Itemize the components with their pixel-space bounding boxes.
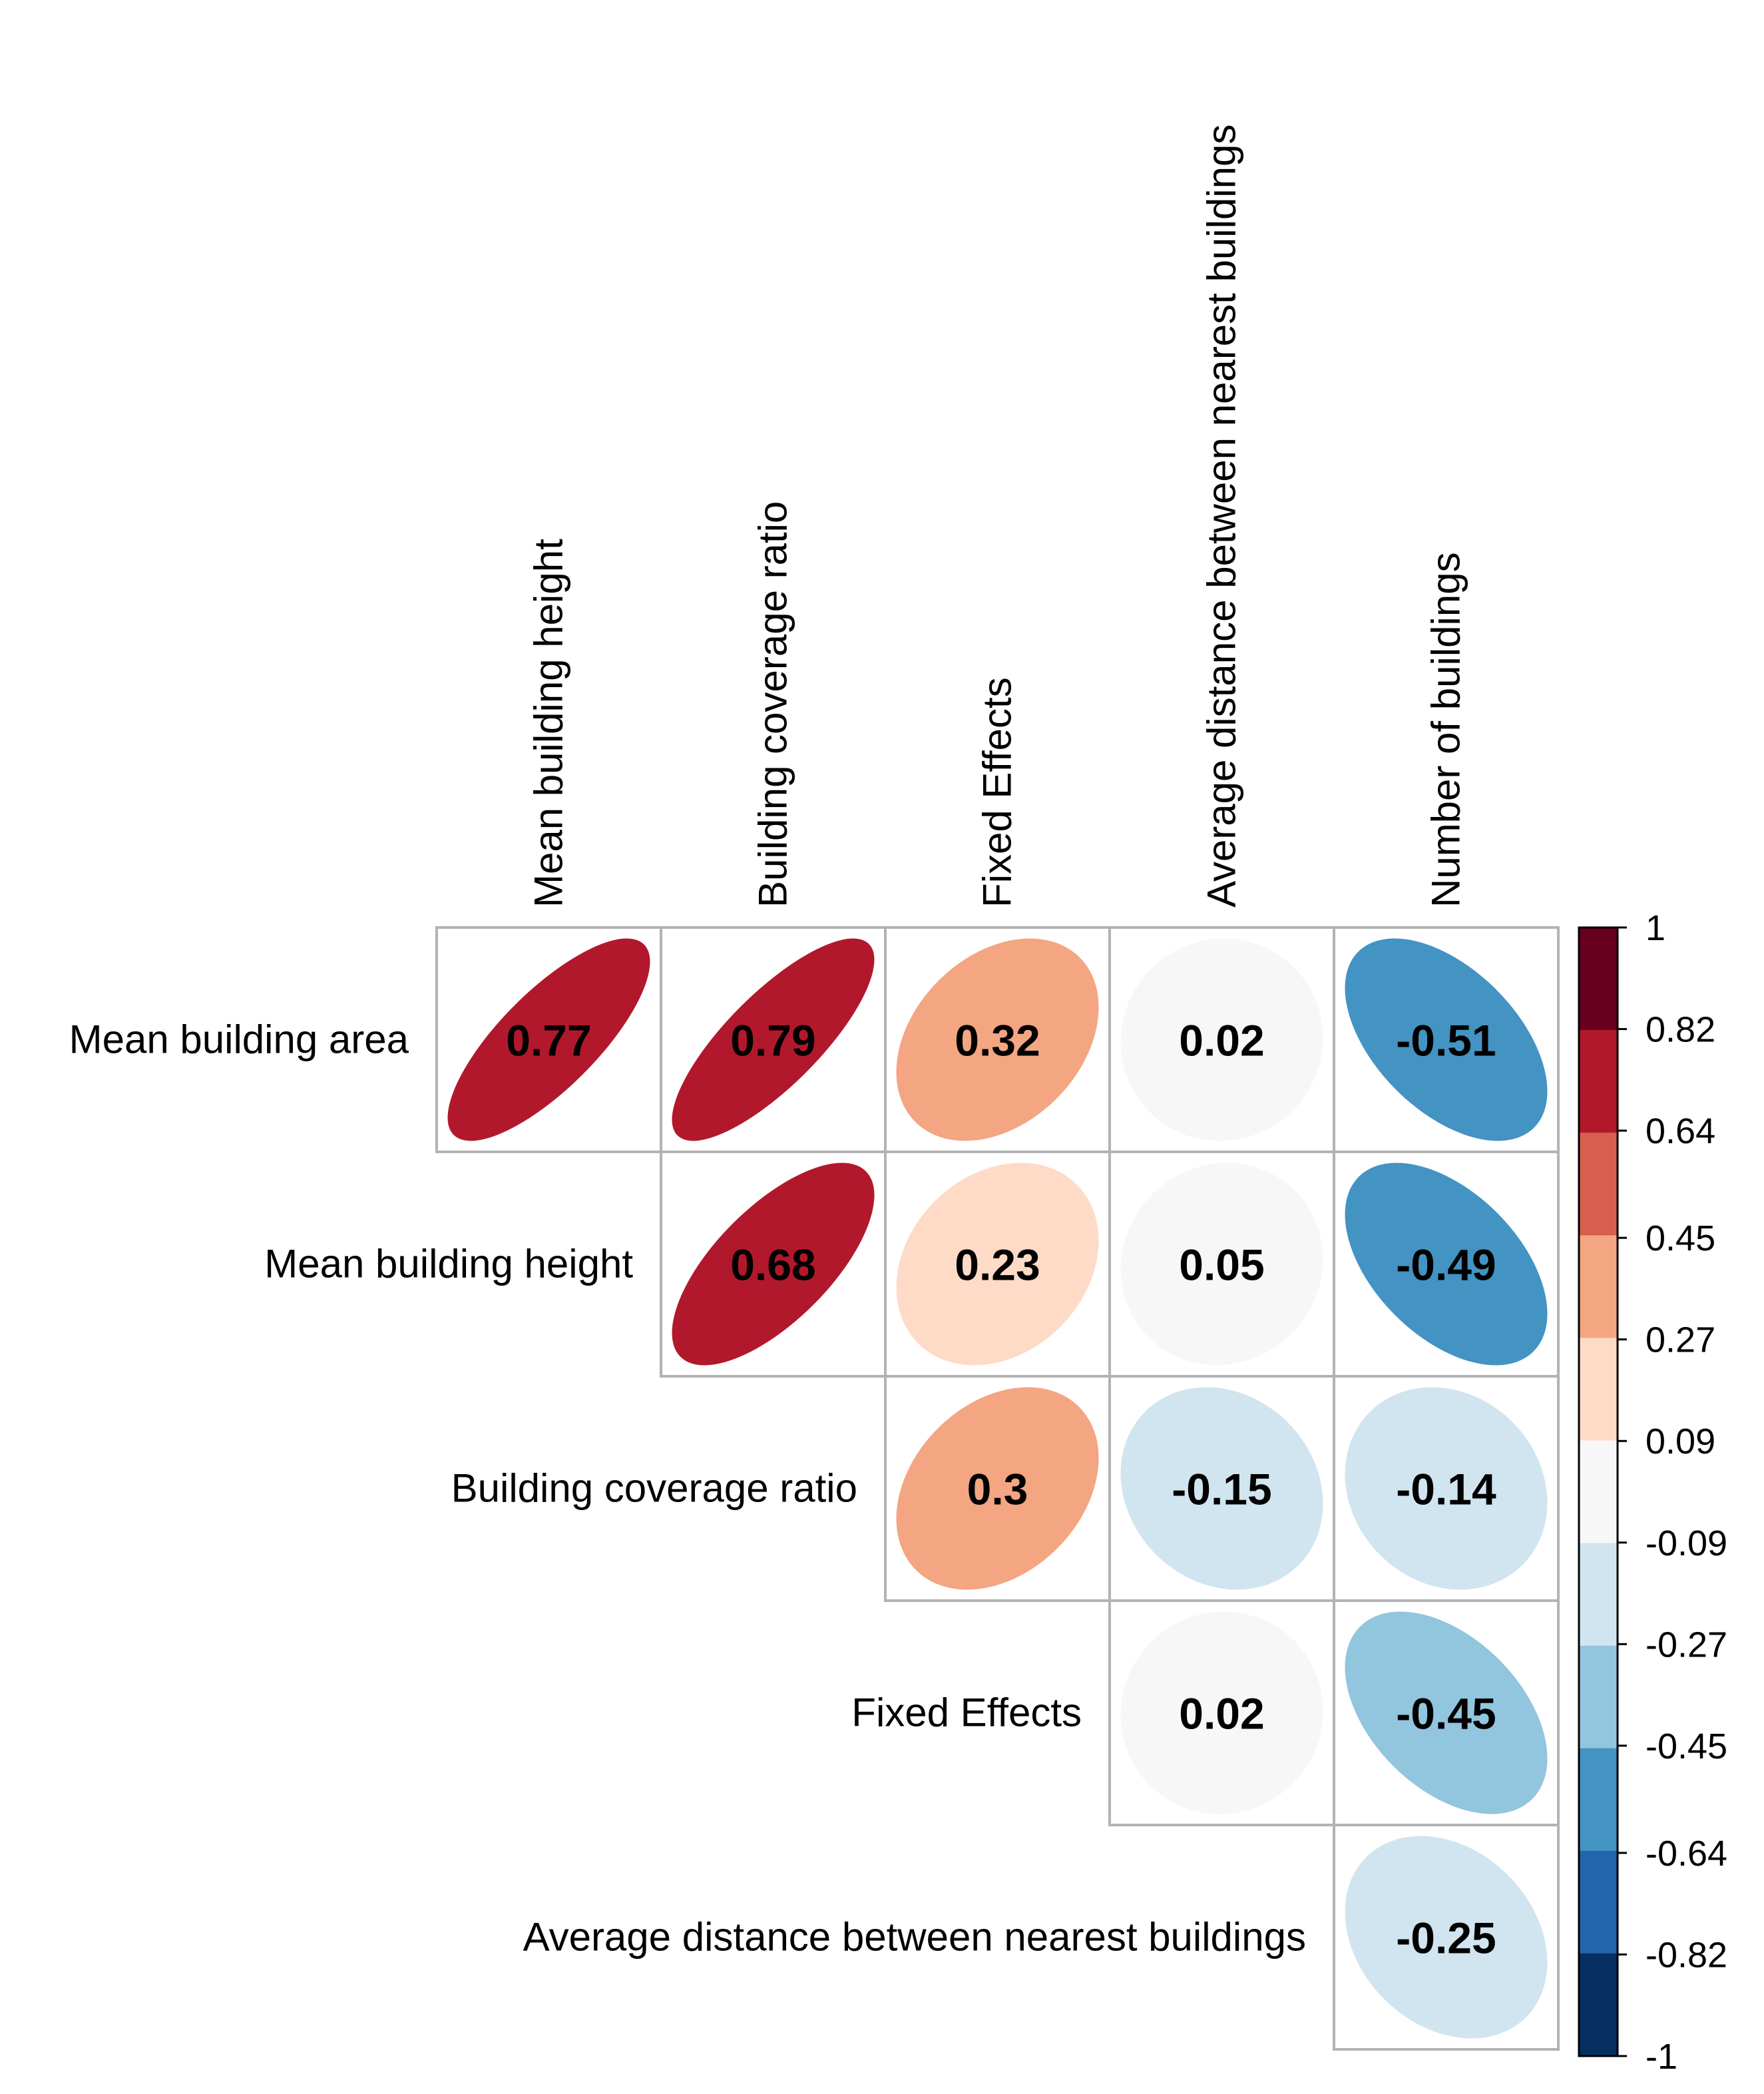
cell-border	[1333, 1824, 1560, 2051]
correlation-ellipse	[672, 938, 875, 1141]
column-label: Fixed Effects	[975, 677, 1020, 908]
colorbar-tick-label: -1	[1646, 2037, 1677, 2077]
correlation-value-label: -0.14	[1396, 1465, 1496, 1514]
row-label: Mean building area	[69, 1017, 409, 1062]
correlation-ellipse	[896, 1163, 1099, 1366]
correlation-ellipse	[1345, 1387, 1548, 1590]
correlation-value-label: 0.23	[955, 1240, 1040, 1290]
correlation-value-label: -0.51	[1396, 1016, 1496, 1065]
correlation-ellipse	[1120, 1163, 1323, 1366]
column-label: Mean building height	[527, 539, 571, 908]
colorbar-segment	[1579, 1953, 1618, 2057]
colorbar-tick-label: 0.45	[1646, 1218, 1715, 1258]
colorbar-segment	[1579, 1440, 1618, 1544]
correlation-ellipse	[1345, 1611, 1548, 1814]
colorbar-tick-label: -0.27	[1646, 1625, 1727, 1665]
colorbar-tick-label: 0.09	[1646, 1422, 1715, 1461]
correlation-ellipse	[1120, 1387, 1323, 1590]
colorbar-tick-label: -0.45	[1646, 1726, 1727, 1766]
colorbar-segment	[1579, 1235, 1618, 1338]
correlation-ellipse	[896, 1387, 1099, 1590]
colorbar-tick-label: 0.64	[1646, 1111, 1715, 1151]
correlation-value-label: 0.3	[967, 1465, 1028, 1514]
colorbar-tick-label: -0.82	[1646, 1935, 1727, 1975]
column-label: Average distance between nearest buildin…	[1200, 125, 1244, 908]
correlation-ellipse	[1345, 938, 1548, 1141]
colorbar-segment	[1579, 1030, 1618, 1133]
correlation-value-label: -0.25	[1396, 1914, 1496, 1963]
colorbar-frame	[1578, 926, 1619, 2057]
correlation-value-label: 0.32	[955, 1016, 1040, 1065]
row-label: Mean building height	[264, 1242, 633, 1286]
colorbar-segment	[1579, 1543, 1618, 1647]
colorbar-segment	[1579, 1645, 1618, 1749]
colorbar-segment	[1579, 1338, 1618, 1441]
colorbar-tick-label: 1	[1646, 908, 1665, 948]
correlation-value-label: -0.49	[1396, 1240, 1496, 1290]
correlation-value-label: 0.68	[730, 1240, 815, 1290]
row-labels: Mean building area Mean building height Bu…	[69, 1017, 1306, 1960]
correlation-value-label: 0.02	[1179, 1016, 1264, 1065]
column-labels: Mean building height Building coverage ra…	[527, 125, 1468, 908]
row-label: Average distance between nearest buildin…	[523, 1915, 1306, 1960]
correlation-ellipse	[896, 938, 1099, 1141]
correlation-value-label: 0.77	[506, 1016, 591, 1065]
correlation-ellipse	[672, 1163, 875, 1366]
correlation-ellipse	[1120, 938, 1323, 1141]
colorbar-tick-label: -0.09	[1646, 1523, 1727, 1563]
correlation-ellipse	[1345, 1163, 1548, 1366]
row-label: Building coverage ratio	[451, 1466, 857, 1511]
row-label: Fixed Effects	[851, 1691, 1082, 1735]
colorbar: 1 0.82 0.64 0.45 0.27 0.09 -0.09 -0.27 -0.45 -0.6…	[1578, 908, 1727, 2077]
correlation-value-label: 0.79	[730, 1016, 815, 1065]
correlation-ellipse	[1120, 1611, 1323, 1814]
correlation-value-label: -0.45	[1396, 1689, 1496, 1738]
correlation-value-label: 0.05	[1179, 1240, 1264, 1290]
correlation-value-label: -0.15	[1172, 1465, 1271, 1514]
colorbar-tick-label: -0.64	[1646, 1834, 1727, 1874]
colorbar-segment	[1579, 927, 1618, 1031]
cells-layer: 0.77 0.79 0.32 0.02 -0.51 0.68 0.23 0.05 -0.49 0.…	[435, 926, 1560, 2051]
correlation-ellipse	[447, 938, 650, 1141]
correlation-value-label: 0.02	[1179, 1689, 1264, 1738]
column-label: Building coverage ratio	[751, 501, 795, 908]
column-label: Number of buildings	[1424, 552, 1468, 908]
colorbar-segment	[1579, 1133, 1618, 1236]
colorbar-tick-label: 0.27	[1646, 1320, 1715, 1360]
colorbar-segment	[1579, 1850, 1618, 1954]
correlation-ellipse	[1345, 1836, 1548, 2039]
colorbar-tick-label: 0.82	[1646, 1010, 1715, 1050]
colorbar-segment	[1579, 1748, 1618, 1852]
